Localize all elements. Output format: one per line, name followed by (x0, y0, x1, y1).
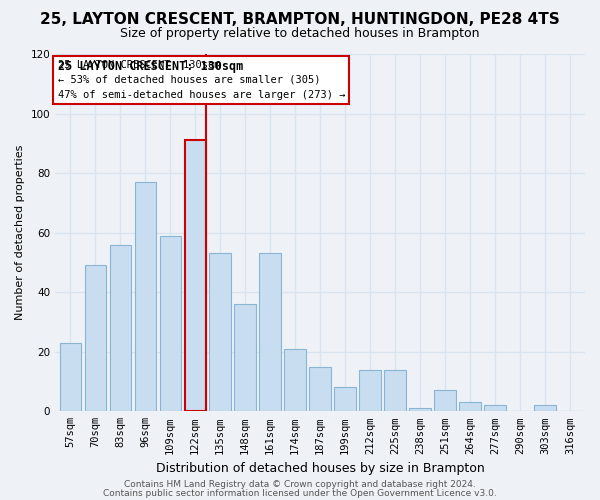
Bar (409, 408, 431, 412)
Bar (160, 236, 181, 412)
Bar (460, 402, 481, 411)
X-axis label: Distribution of detached houses by size in Brampton: Distribution of detached houses by size … (156, 462, 484, 475)
Bar (535, 406, 556, 411)
Bar (284, 349, 306, 412)
Text: Size of property relative to detached houses in Brampton: Size of property relative to detached ho… (120, 28, 480, 40)
Text: Contains HM Land Registry data © Crown copyright and database right 2024.: Contains HM Land Registry data © Crown c… (124, 480, 476, 489)
Bar (235, 304, 256, 412)
Y-axis label: Number of detached properties: Number of detached properties (15, 145, 25, 320)
Text: 25 LAYTON CRESCENT: 130sqm: 25 LAYTON CRESCENT: 130sqm (58, 60, 243, 130)
Bar (59, 343, 81, 411)
Bar (385, 370, 406, 412)
Bar (134, 182, 156, 412)
Bar (185, 140, 206, 411)
Bar (434, 390, 455, 411)
Bar (334, 388, 356, 411)
Text: 25 LAYTON CRESCENT: 130sqm
← 53% of detached houses are smaller (305)
47% of sem: 25 LAYTON CRESCENT: 130sqm ← 53% of deta… (58, 60, 345, 100)
Bar (85, 266, 106, 412)
Text: Contains public sector information licensed under the Open Government Licence v3: Contains public sector information licen… (103, 488, 497, 498)
Bar (209, 254, 231, 412)
Bar (310, 366, 331, 412)
Bar (259, 254, 281, 412)
Bar (110, 244, 131, 412)
Bar (484, 406, 506, 411)
Text: 25, LAYTON CRESCENT, BRAMPTON, HUNTINGDON, PE28 4TS: 25, LAYTON CRESCENT, BRAMPTON, HUNTINGDO… (40, 12, 560, 28)
Bar (359, 370, 380, 412)
